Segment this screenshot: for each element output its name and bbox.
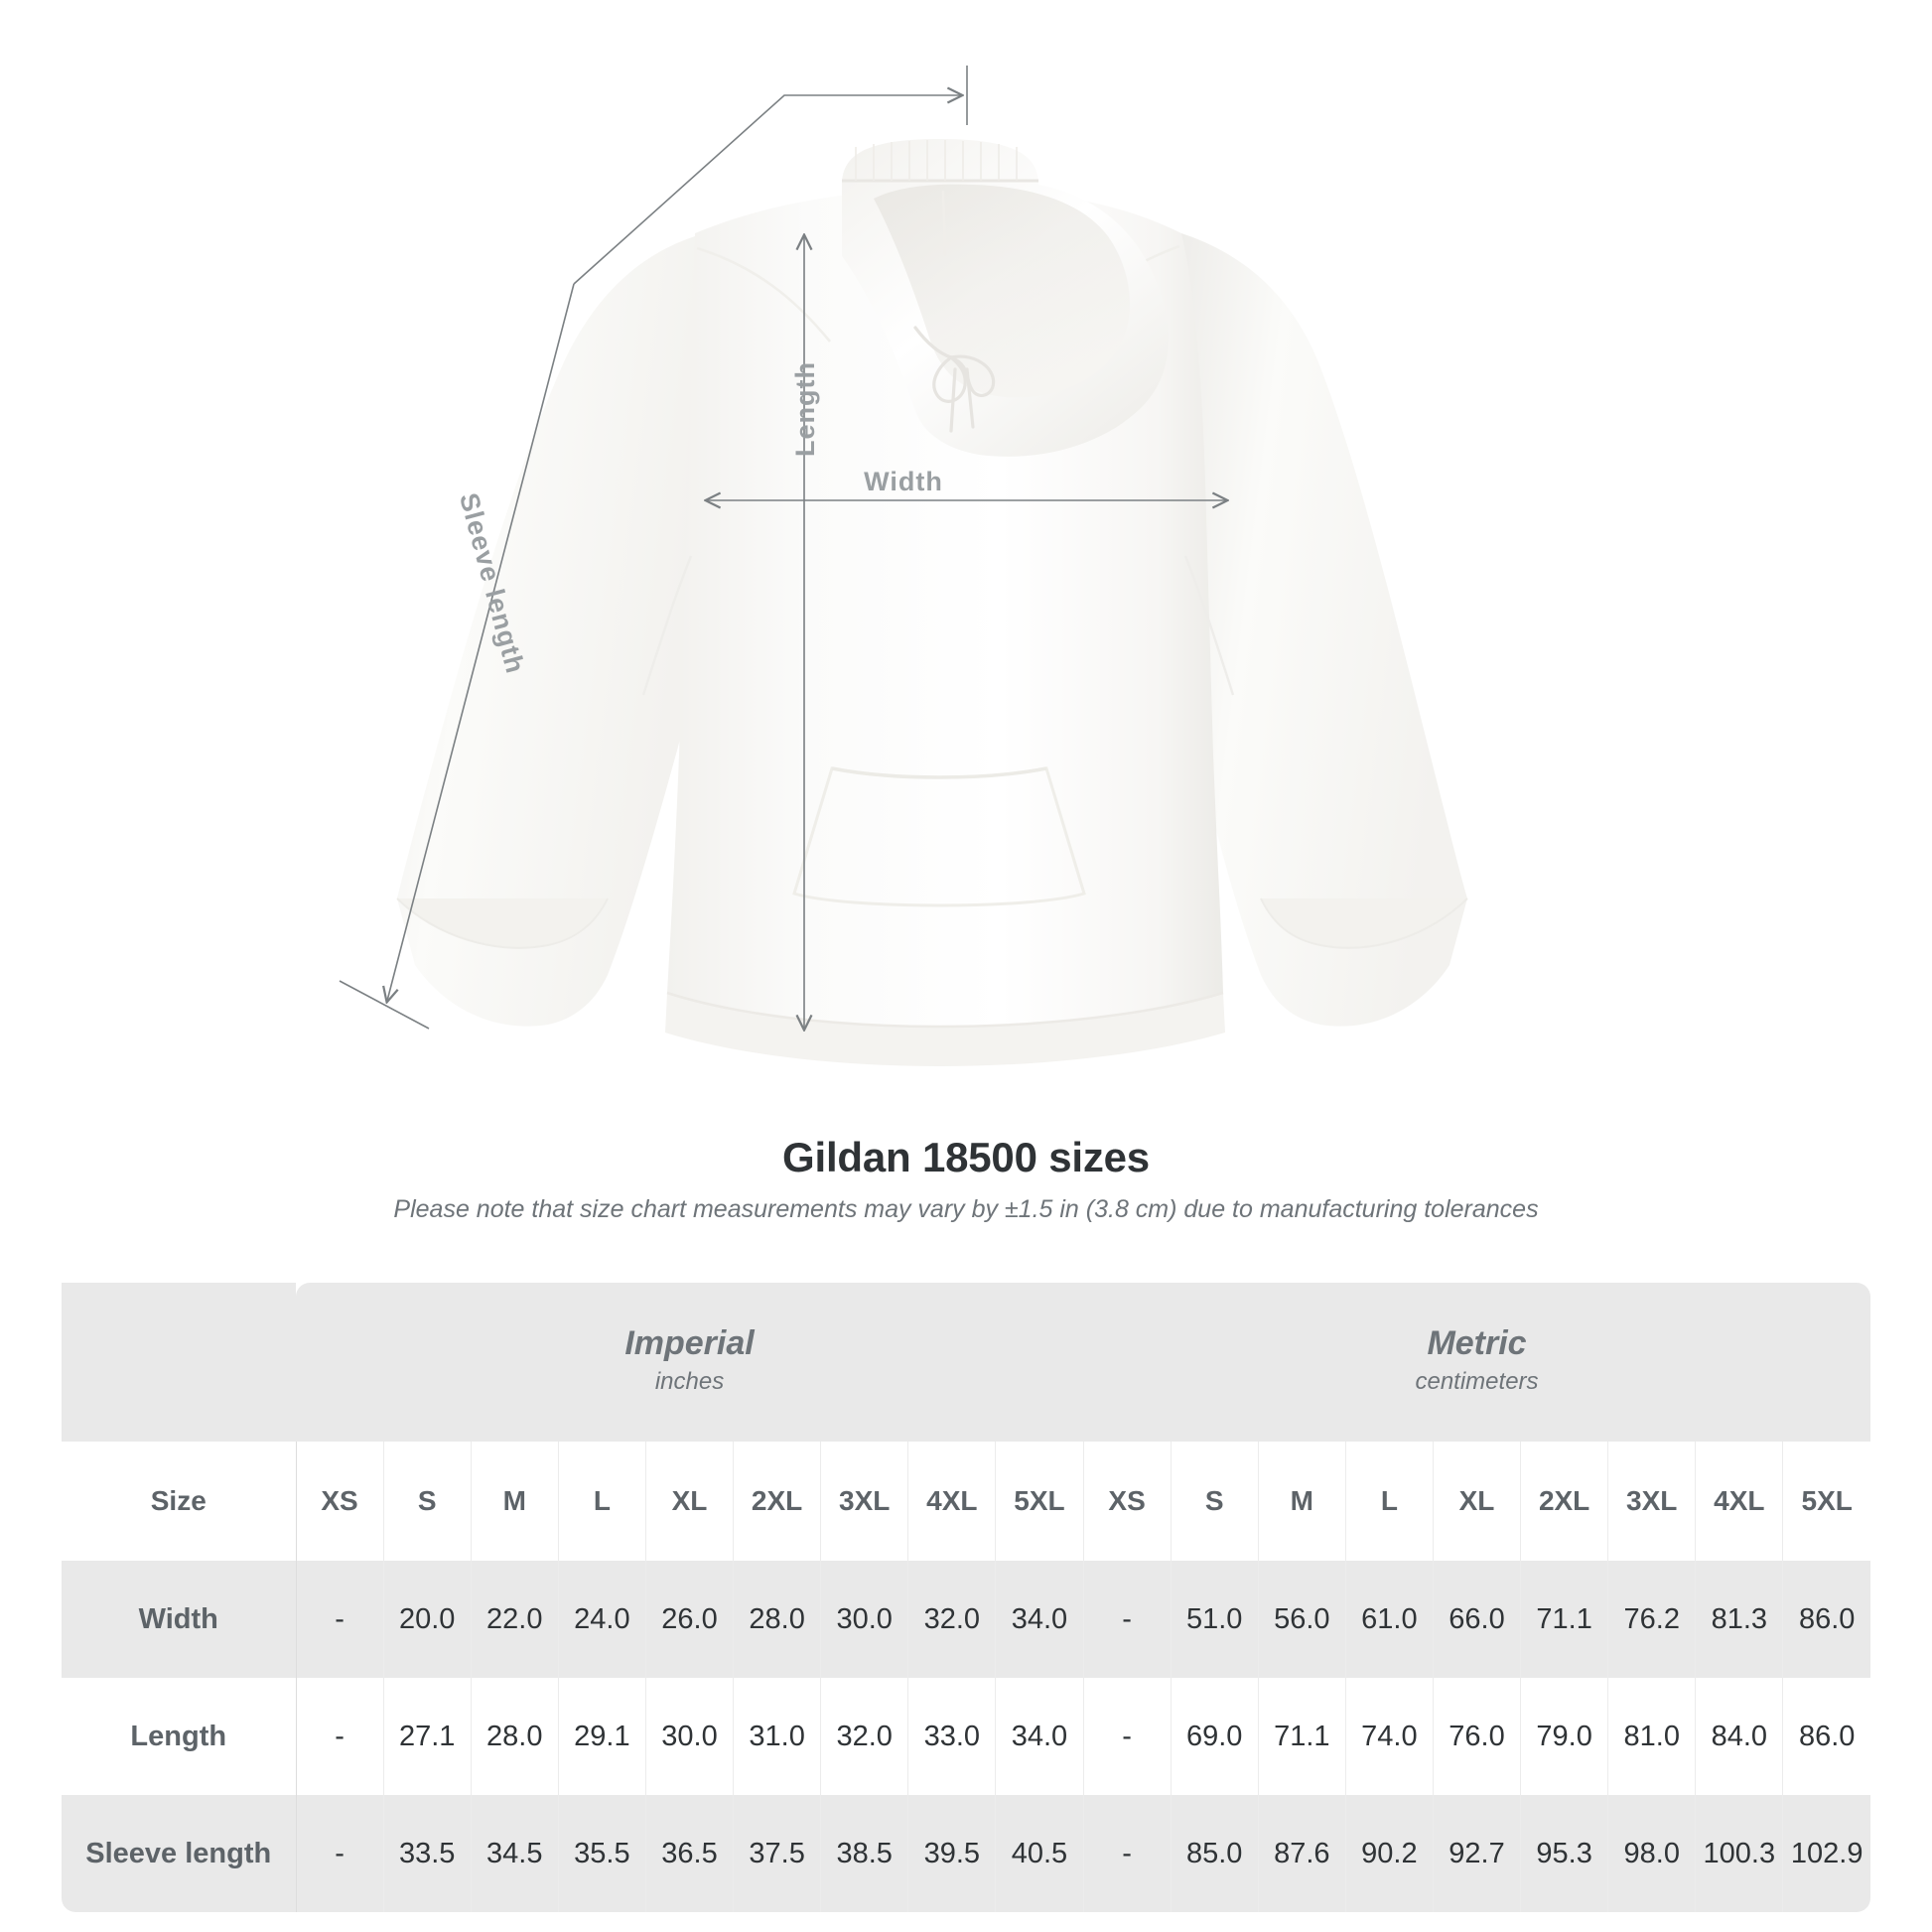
size-header-cell: XS — [296, 1442, 384, 1561]
measurement-cell: 86.0 — [1782, 1561, 1871, 1678]
measurement-cell: 61.0 — [1345, 1561, 1434, 1678]
measurement-cell: - — [296, 1795, 384, 1912]
unit-group-subtitle: inches — [654, 1367, 725, 1395]
measurement-cell: 28.0 — [471, 1678, 559, 1795]
measurement-cell: 36.5 — [645, 1795, 735, 1912]
size-header-cell: L — [558, 1442, 646, 1561]
measurement-cell: 79.0 — [1520, 1678, 1609, 1795]
measurement-cell: 30.0 — [820, 1561, 909, 1678]
table-row: Length -27.1 28.0 29.1 30.0 31.0 32.0 33.0 34.0-… — [62, 1678, 1871, 1795]
measurement-cell: 74.0 — [1345, 1678, 1434, 1795]
hoodie-measurement-illustration: Length Width Sleeve length — [339, 66, 1468, 1066]
measurement-cell: 32.0 — [820, 1678, 909, 1795]
row-label: Sleeve length — [62, 1795, 297, 1912]
measurement-cell: 29.1 — [558, 1678, 646, 1795]
unit-group-imperial: Imperial inches — [296, 1283, 1084, 1442]
measurement-cell: 90.2 — [1345, 1795, 1434, 1912]
size-header-cell: XL — [645, 1442, 735, 1561]
measurement-cell: 76.0 — [1433, 1678, 1522, 1795]
unit-group-subtitle: centimeters — [1415, 1367, 1539, 1395]
measurement-cell: 86.0 — [1782, 1678, 1871, 1795]
size-header-cell: M — [1258, 1442, 1346, 1561]
unit-header-spacer — [62, 1283, 296, 1442]
page-title: Gildan 18500 sizes — [782, 1134, 1150, 1180]
row-label: Width — [62, 1561, 297, 1678]
size-header-cell: M — [471, 1442, 559, 1561]
guide-label-length: Length — [790, 361, 820, 457]
size-header-label: Size — [62, 1442, 297, 1561]
size-header-cell: 4XL — [1695, 1442, 1784, 1561]
measurement-cell: 26.0 — [645, 1561, 735, 1678]
measurement-cell: 76.2 — [1607, 1561, 1697, 1678]
measurement-cell: 95.3 — [1520, 1795, 1609, 1912]
size-header-cell: 2XL — [1520, 1442, 1609, 1561]
measurement-cell: 24.0 — [558, 1561, 646, 1678]
measurement-cell: 87.6 — [1258, 1795, 1346, 1912]
size-header-cell: XL — [1433, 1442, 1522, 1561]
measurement-cell: 56.0 — [1258, 1561, 1346, 1678]
measurement-cell: 22.0 — [471, 1561, 559, 1678]
guide-label-width: Width — [864, 467, 943, 496]
measurement-cell: 34.5 — [471, 1795, 559, 1912]
measurement-cell: 39.5 — [907, 1795, 997, 1912]
measurement-cell: 102.9 — [1782, 1795, 1871, 1912]
measurement-cell: - — [1083, 1678, 1172, 1795]
measurement-cell: 66.0 — [1433, 1561, 1522, 1678]
measurement-cell: 27.1 — [383, 1678, 472, 1795]
unit-group-name: Metric — [1427, 1324, 1527, 1363]
measurement-cell: 40.5 — [995, 1795, 1084, 1912]
measurement-cell: 71.1 — [1520, 1561, 1609, 1678]
size-header-cell: 3XL — [820, 1442, 909, 1561]
unit-header-row: Imperial inches Metric centimeters — [62, 1283, 1871, 1442]
measurement-cell: 38.5 — [820, 1795, 909, 1912]
measurement-cell: 69.0 — [1171, 1678, 1259, 1795]
size-header-cell: 3XL — [1607, 1442, 1697, 1561]
measurement-cell: - — [296, 1678, 384, 1795]
measurement-cell: 100.3 — [1695, 1795, 1784, 1912]
measurement-cell: 33.0 — [907, 1678, 997, 1795]
measurement-cell: 31.0 — [733, 1678, 822, 1795]
measurement-cell: 20.0 — [383, 1561, 472, 1678]
measurement-cell: 81.3 — [1695, 1561, 1784, 1678]
size-header-cell: 4XL — [907, 1442, 997, 1561]
measurement-cell: 92.7 — [1433, 1795, 1522, 1912]
measurement-cell: 35.5 — [558, 1795, 646, 1912]
measurement-cell: 37.5 — [733, 1795, 822, 1912]
measurement-cell: - — [1083, 1795, 1172, 1912]
measurement-cell: - — [296, 1561, 384, 1678]
measurement-cell: 28.0 — [733, 1561, 822, 1678]
measurement-cell: 30.0 — [645, 1678, 735, 1795]
measurement-cell: 84.0 — [1695, 1678, 1784, 1795]
measurement-cell: 32.0 — [907, 1561, 997, 1678]
measurement-cell: 98.0 — [1607, 1795, 1697, 1912]
size-header-cell: L — [1345, 1442, 1434, 1561]
size-header-row: Size XS S M L XL 2XL 3XL 4XL 5XL XS S M L XL 2XL 3XL 4XL 5… — [62, 1442, 1871, 1561]
measurement-cell: 34.0 — [995, 1561, 1084, 1678]
size-header-cell: 5XL — [995, 1442, 1084, 1561]
unit-group-metric: Metric centimeters — [1083, 1283, 1871, 1442]
measurement-cell: 51.0 — [1171, 1561, 1259, 1678]
size-header-cell: S — [383, 1442, 472, 1561]
table-row: Width -20.0 22.0 24.0 26.0 28.0 30.0 32.0 34.0-5… — [62, 1561, 1871, 1678]
unit-group-name: Imperial — [624, 1324, 755, 1363]
measurement-guides — [339, 66, 1226, 1029]
measurement-cell: 71.1 — [1258, 1678, 1346, 1795]
measurement-cell: 34.0 — [995, 1678, 1084, 1795]
table-row: Sleeve length -33.5 34.5 35.5 36.5 37.5 38.5 39… — [62, 1795, 1871, 1912]
measurement-cell: 85.0 — [1171, 1795, 1259, 1912]
measurement-cell: 33.5 — [383, 1795, 472, 1912]
size-header-cell: XS — [1083, 1442, 1172, 1561]
size-table-container: Imperial inches Metric centimeters Size XS S M L… — [62, 1283, 1871, 1912]
hoodie-garment — [396, 139, 1468, 1066]
size-table: Imperial inches Metric centimeters Size XS S M L… — [62, 1283, 1871, 1912]
size-header-cell: 2XL — [733, 1442, 822, 1561]
tolerance-note: Please note that size chart measurements… — [393, 1195, 1539, 1223]
row-label: Length — [62, 1678, 297, 1795]
measurement-cell: 81.0 — [1607, 1678, 1697, 1795]
size-header-cell: S — [1171, 1442, 1259, 1561]
measurement-cell: - — [1083, 1561, 1172, 1678]
size-header-cell: 5XL — [1782, 1442, 1871, 1561]
